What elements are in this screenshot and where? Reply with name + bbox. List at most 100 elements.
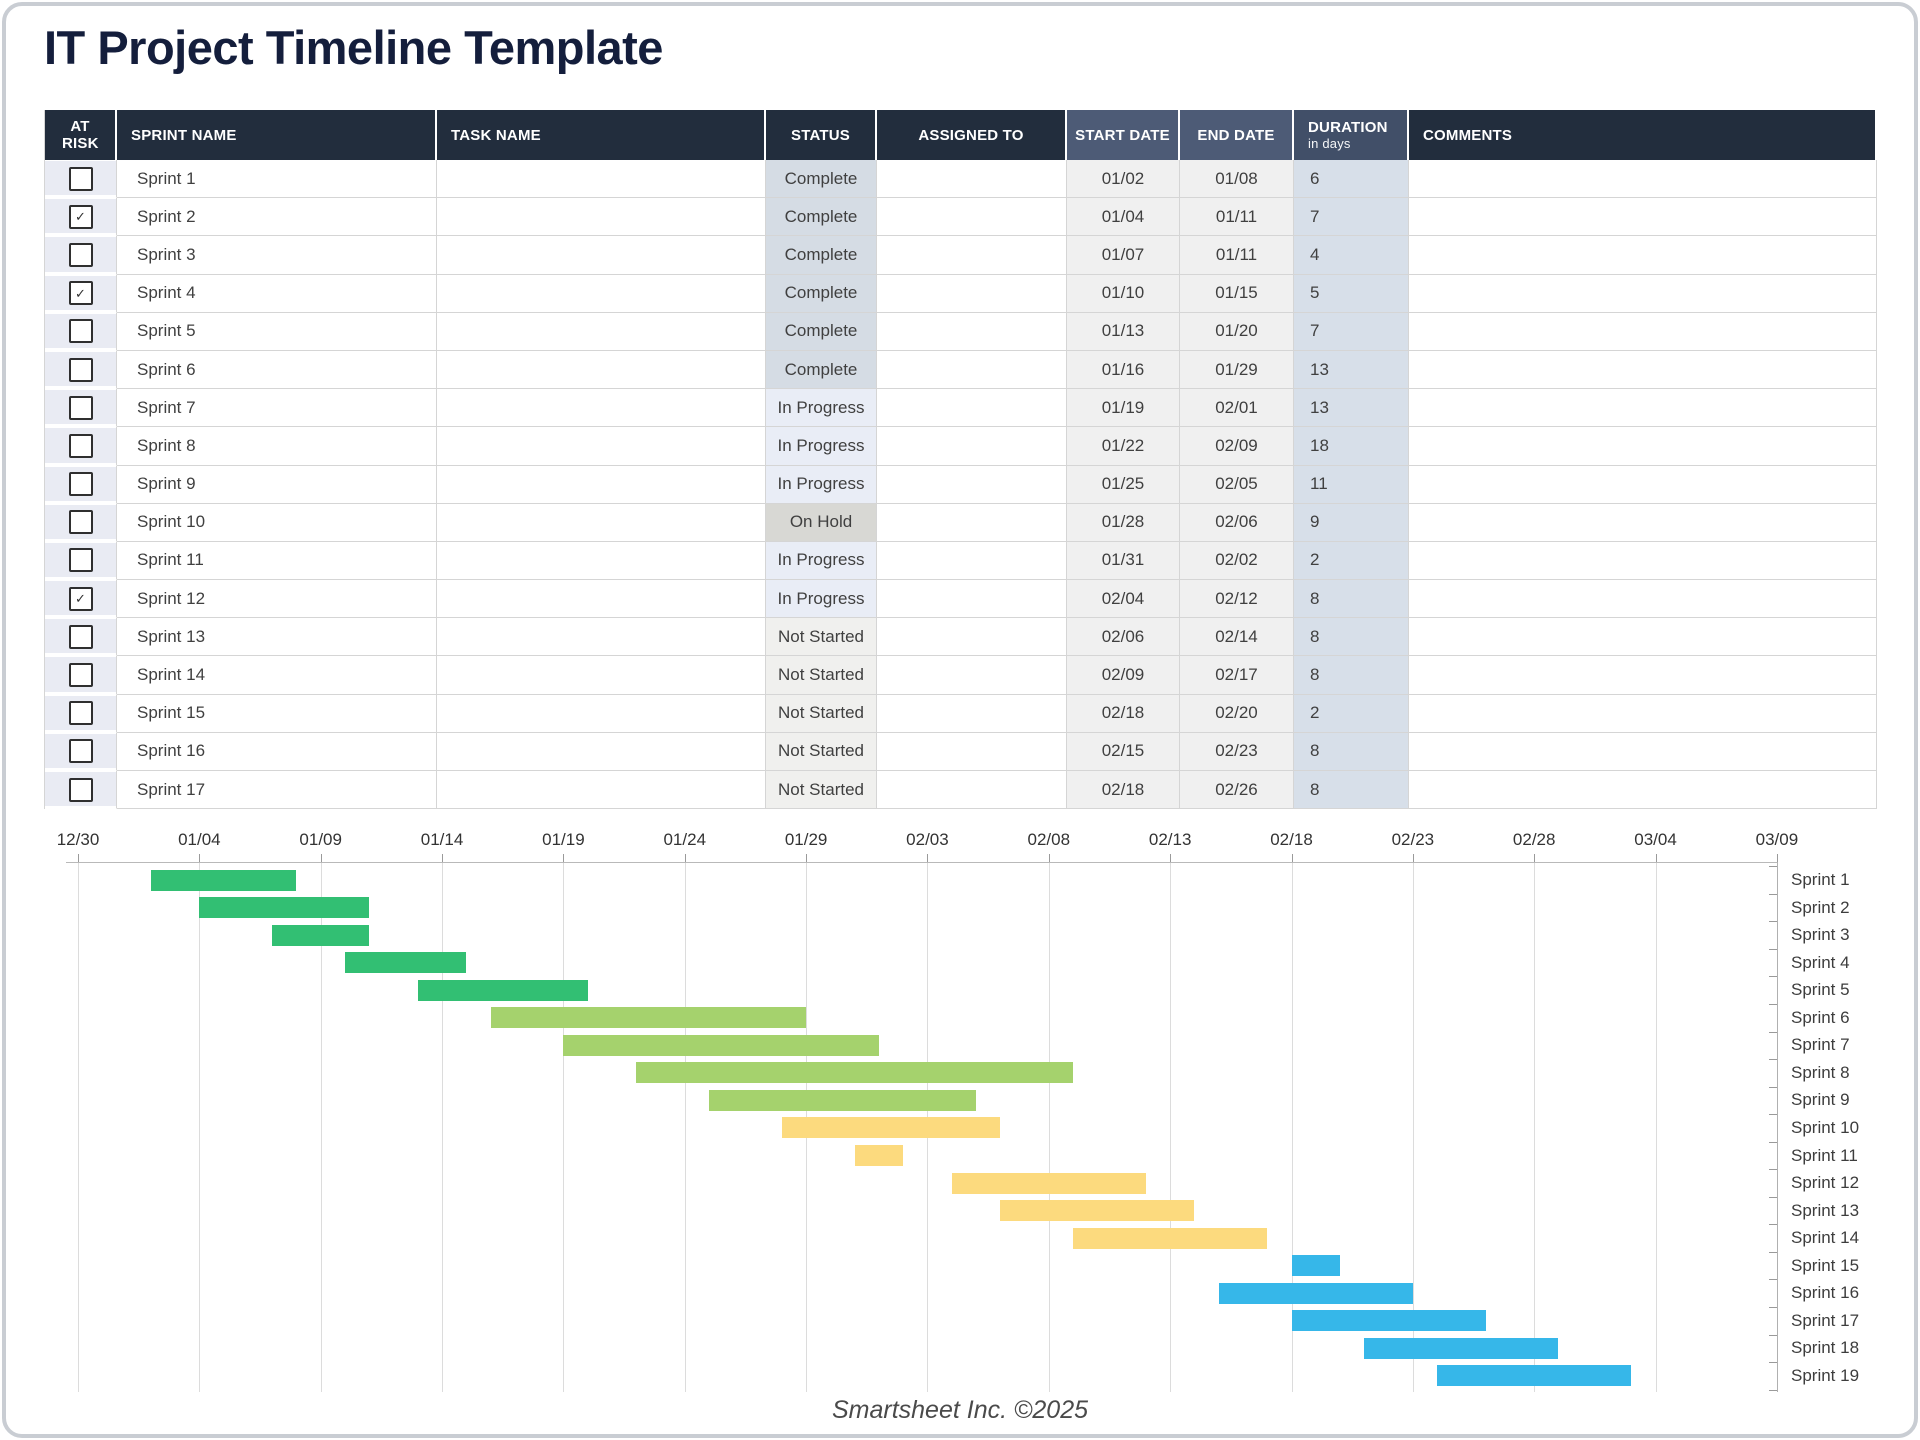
cell-end-date[interactable]: 02/20 bbox=[1180, 694, 1294, 733]
cell-end-date[interactable]: 01/08 bbox=[1180, 160, 1294, 199]
at-risk-checkbox[interactable] bbox=[68, 357, 93, 382]
cell-start-date[interactable]: 01/22 bbox=[1067, 427, 1180, 466]
cell-assigned-to[interactable] bbox=[877, 503, 1067, 542]
cell-duration[interactable]: 8 bbox=[1294, 656, 1409, 695]
cell-sprint-name[interactable]: Sprint 13 bbox=[117, 618, 437, 657]
cell-sprint-name[interactable]: Sprint 7 bbox=[117, 389, 437, 428]
cell-comments[interactable] bbox=[1409, 694, 1877, 733]
cell-end-date[interactable]: 01/11 bbox=[1180, 236, 1294, 275]
cell-comments[interactable] bbox=[1409, 732, 1877, 771]
cell-task-name[interactable] bbox=[437, 427, 766, 466]
cell-end-date[interactable]: 01/29 bbox=[1180, 350, 1294, 390]
cell-status[interactable]: Complete bbox=[766, 236, 877, 275]
at-risk-checkbox[interactable] bbox=[68, 242, 93, 267]
cell-start-date[interactable]: 01/13 bbox=[1067, 312, 1180, 351]
cell-sprint-name[interactable]: Sprint 6 bbox=[117, 350, 437, 390]
cell-assigned-to[interactable] bbox=[877, 274, 1067, 313]
cell-start-date[interactable]: 01/25 bbox=[1067, 465, 1180, 504]
cell-task-name[interactable] bbox=[437, 541, 766, 581]
cell-start-date[interactable]: 02/09 bbox=[1067, 656, 1180, 695]
cell-assigned-to[interactable] bbox=[877, 694, 1067, 733]
cell-end-date[interactable]: 02/12 bbox=[1180, 580, 1294, 619]
cell-sprint-name[interactable]: Sprint 10 bbox=[117, 503, 437, 542]
cell-comments[interactable] bbox=[1409, 312, 1877, 351]
cell-duration[interactable]: 18 bbox=[1294, 427, 1409, 466]
cell-comments[interactable] bbox=[1409, 160, 1877, 199]
cell-task-name[interactable] bbox=[437, 350, 766, 390]
at-risk-checkbox[interactable] bbox=[68, 166, 93, 191]
cell-task-name[interactable] bbox=[437, 160, 766, 199]
cell-status[interactable]: Complete bbox=[766, 160, 877, 199]
cell-comments[interactable] bbox=[1409, 541, 1877, 581]
cell-end-date[interactable]: 01/11 bbox=[1180, 198, 1294, 237]
cell-assigned-to[interactable] bbox=[877, 618, 1067, 657]
cell-task-name[interactable] bbox=[437, 236, 766, 275]
cell-start-date[interactable]: 01/16 bbox=[1067, 350, 1180, 390]
at-risk-checkbox[interactable] bbox=[68, 548, 93, 573]
cell-start-date[interactable]: 01/04 bbox=[1067, 198, 1180, 237]
cell-comments[interactable] bbox=[1409, 198, 1877, 237]
cell-task-name[interactable] bbox=[437, 389, 766, 428]
cell-start-date[interactable]: 01/10 bbox=[1067, 274, 1180, 313]
cell-task-name[interactable] bbox=[437, 580, 766, 619]
cell-status[interactable]: In Progress bbox=[766, 541, 877, 581]
cell-assigned-to[interactable] bbox=[877, 198, 1067, 237]
cell-comments[interactable] bbox=[1409, 771, 1877, 810]
cell-start-date[interactable]: 01/28 bbox=[1067, 503, 1180, 542]
cell-sprint-name[interactable]: Sprint 12 bbox=[117, 580, 437, 619]
cell-sprint-name[interactable]: Sprint 2 bbox=[117, 198, 437, 237]
cell-end-date[interactable]: 02/01 bbox=[1180, 389, 1294, 428]
at-risk-checkbox[interactable] bbox=[68, 510, 93, 535]
cell-status[interactable]: Complete bbox=[766, 274, 877, 313]
cell-end-date[interactable]: 02/23 bbox=[1180, 732, 1294, 771]
cell-sprint-name[interactable]: Sprint 8 bbox=[117, 427, 437, 466]
cell-end-date[interactable]: 02/17 bbox=[1180, 656, 1294, 695]
cell-status[interactable]: In Progress bbox=[766, 389, 877, 428]
cell-comments[interactable] bbox=[1409, 236, 1877, 275]
cell-duration[interactable]: 13 bbox=[1294, 350, 1409, 390]
cell-duration[interactable]: 9 bbox=[1294, 503, 1409, 542]
cell-task-name[interactable] bbox=[437, 618, 766, 657]
cell-assigned-to[interactable] bbox=[877, 656, 1067, 695]
cell-start-date[interactable]: 01/31 bbox=[1067, 541, 1180, 581]
cell-end-date[interactable]: 02/14 bbox=[1180, 618, 1294, 657]
cell-comments[interactable] bbox=[1409, 580, 1877, 619]
cell-end-date[interactable]: 02/06 bbox=[1180, 503, 1294, 542]
cell-end-date[interactable]: 01/15 bbox=[1180, 274, 1294, 313]
cell-comments[interactable] bbox=[1409, 656, 1877, 695]
cell-start-date[interactable]: 01/02 bbox=[1067, 160, 1180, 199]
cell-task-name[interactable] bbox=[437, 312, 766, 351]
cell-end-date[interactable]: 02/05 bbox=[1180, 465, 1294, 504]
cell-duration[interactable]: 8 bbox=[1294, 580, 1409, 619]
cell-duration[interactable]: 8 bbox=[1294, 618, 1409, 657]
cell-duration[interactable]: 5 bbox=[1294, 274, 1409, 313]
cell-end-date[interactable]: 02/26 bbox=[1180, 771, 1294, 810]
cell-sprint-name[interactable]: Sprint 16 bbox=[117, 732, 437, 771]
cell-status[interactable]: Not Started bbox=[766, 618, 877, 657]
cell-start-date[interactable]: 02/15 bbox=[1067, 732, 1180, 771]
cell-sprint-name[interactable]: Sprint 9 bbox=[117, 465, 437, 504]
cell-status[interactable]: Complete bbox=[766, 198, 877, 237]
cell-start-date[interactable]: 02/18 bbox=[1067, 771, 1180, 810]
cell-task-name[interactable] bbox=[437, 465, 766, 504]
cell-duration[interactable]: 4 bbox=[1294, 236, 1409, 275]
cell-duration[interactable]: 8 bbox=[1294, 732, 1409, 771]
cell-start-date[interactable]: 02/18 bbox=[1067, 694, 1180, 733]
cell-start-date[interactable]: 02/06 bbox=[1067, 618, 1180, 657]
cell-assigned-to[interactable] bbox=[877, 732, 1067, 771]
cell-comments[interactable] bbox=[1409, 389, 1877, 428]
cell-assigned-to[interactable] bbox=[877, 541, 1067, 581]
at-risk-checkbox[interactable] bbox=[68, 472, 93, 497]
cell-duration[interactable]: 2 bbox=[1294, 541, 1409, 581]
cell-status[interactable]: On Hold bbox=[766, 503, 877, 542]
cell-assigned-to[interactable] bbox=[877, 465, 1067, 504]
cell-task-name[interactable] bbox=[437, 771, 766, 810]
cell-start-date[interactable]: 01/19 bbox=[1067, 389, 1180, 428]
cell-task-name[interactable] bbox=[437, 503, 766, 542]
cell-assigned-to[interactable] bbox=[877, 350, 1067, 390]
at-risk-checkbox[interactable] bbox=[68, 395, 93, 420]
at-risk-checkbox[interactable]: ✓ bbox=[68, 281, 93, 306]
cell-sprint-name[interactable]: Sprint 4 bbox=[117, 274, 437, 313]
cell-assigned-to[interactable] bbox=[877, 427, 1067, 466]
cell-status[interactable]: Complete bbox=[766, 312, 877, 351]
